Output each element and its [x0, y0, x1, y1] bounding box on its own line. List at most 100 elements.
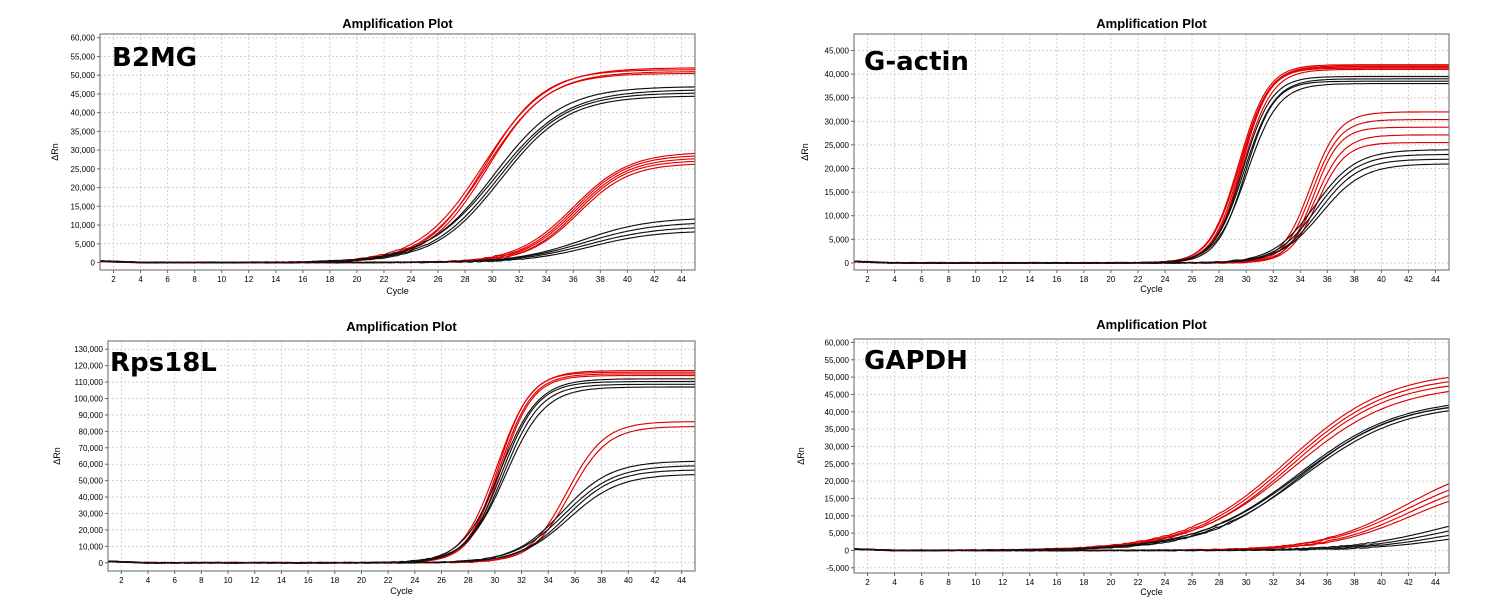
x-axis-label: Cycle — [1140, 284, 1163, 294]
x-tick-label: 10 — [971, 275, 980, 284]
gene-label: GAPDH — [864, 346, 968, 376]
amplification-curve — [853, 134, 1449, 264]
x-tick-label: 22 — [1134, 578, 1143, 587]
x-tick-label: 38 — [1350, 275, 1359, 284]
y-tick-label: 45,000 — [825, 390, 850, 399]
amplification-plot-gapdh: Amplification Plot -5,000 0 5,000 10,000 15,0… — [796, 317, 1450, 597]
x-tick-label: 6 — [165, 275, 170, 284]
y-tick-label: 60,000 — [71, 34, 96, 43]
x-tick-label: 24 — [407, 275, 416, 284]
x-tick-label: 44 — [1431, 578, 1440, 587]
x-tick-label: 20 — [1106, 275, 1115, 284]
x-tick-label: 32 — [515, 275, 524, 284]
amplification-curve — [100, 158, 696, 264]
x-tick-label: 20 — [352, 275, 361, 284]
amplification-curve — [99, 95, 695, 264]
amplification-curve — [107, 383, 695, 564]
x-tick-label: 14 — [1025, 275, 1034, 284]
x-tick-label: 24 — [410, 576, 419, 585]
amplification-curve — [108, 378, 695, 564]
y-tick-label: 50,000 — [71, 71, 96, 80]
x-tick-label: 42 — [1404, 578, 1413, 587]
x-tick-label: 26 — [1188, 578, 1197, 587]
x-tick-label: 2 — [111, 275, 116, 284]
y-tick-label: 90,000 — [79, 411, 104, 420]
y-tick-label: 0 — [91, 259, 96, 268]
y-tick-label: 50,000 — [825, 373, 850, 382]
chart-title: Amplification Plot — [1096, 317, 1207, 332]
y-tick-label: 45,000 — [825, 47, 850, 56]
x-axis: 2 4 6 8 10 12 14 16 18 20 22 24 26 28 30 32 34 36 38 40 42 44 — [119, 571, 687, 585]
x-tick-label: 20 — [357, 576, 366, 585]
x-tick-label: 36 — [569, 275, 578, 284]
y-tick-label: 40,000 — [825, 70, 850, 79]
x-tick-label: 16 — [1052, 578, 1061, 587]
x-tick-label: 24 — [1161, 578, 1170, 587]
chart-panel-b2mg: Amplification Plot 0 5,000 10,000 15,000 20,0… — [0, 0, 746, 300]
gene-label: Rps18L — [110, 348, 217, 378]
amplification-curve — [107, 373, 695, 564]
x-tick-label: 8 — [946, 578, 951, 587]
amplification-curve — [99, 89, 696, 264]
gene-label: B2MG — [112, 43, 197, 73]
x-tick-label: 34 — [1296, 578, 1305, 587]
amplification-plot-rps18l: Amplification Plot 0 10,000 20,000 30,000 40,… — [52, 319, 696, 596]
x-tick-label: 38 — [597, 576, 606, 585]
y-tick-label: 20,000 — [79, 526, 104, 535]
plot-frame — [99, 33, 696, 271]
x-tick-label: 4 — [892, 275, 897, 284]
y-tick-label: 30,000 — [825, 442, 850, 451]
x-tick-label: 4 — [892, 578, 897, 587]
x-tick-label: 28 — [461, 275, 470, 284]
x-tick-label: 30 — [488, 275, 497, 284]
y-tick-label: 35,000 — [825, 425, 850, 434]
x-tick-label: 36 — [1323, 275, 1332, 284]
y-tick-label: 20,000 — [71, 184, 96, 193]
amplification-curves — [853, 64, 1450, 264]
amplification-curve — [100, 155, 696, 264]
chart-panel-g-actin: Amplification Plot 0 5,000 10,000 15,000 20,0… — [746, 0, 1492, 300]
amplification-plot-b2mg: Amplification Plot 0 5,000 10,000 15,000 20,0… — [50, 16, 696, 296]
x-tick-label: 6 — [172, 576, 177, 585]
y-tick-label: 5,000 — [75, 240, 96, 249]
x-tick-label: 22 — [384, 576, 393, 585]
y-tick-label: 60,000 — [825, 338, 850, 347]
x-tick-label: 12 — [250, 576, 259, 585]
y-tick-label: 10,000 — [71, 221, 96, 230]
x-tick-label: 28 — [1215, 578, 1224, 587]
y-tick-label: 5,000 — [829, 235, 850, 244]
x-tick-label: 38 — [596, 275, 605, 284]
x-tick-label: 26 — [434, 275, 443, 284]
y-axis: -5,000 0 5,000 10,000 15,000 20,000 25,000 30,0… — [825, 338, 854, 573]
x-tick-label: 32 — [517, 576, 526, 585]
y-tick-label: 25,000 — [825, 460, 850, 469]
x-tick-label: 44 — [677, 275, 686, 284]
x-tick-label: 40 — [1377, 578, 1386, 587]
x-tick-label: 40 — [1377, 275, 1386, 284]
y-tick-label: 35,000 — [825, 94, 850, 103]
y-tick-label: 20,000 — [825, 477, 850, 486]
x-tick-label: 40 — [624, 576, 633, 585]
y-tick-label: 10,000 — [79, 542, 104, 551]
amplification-curve — [853, 111, 1449, 264]
x-tick-label: 30 — [1242, 275, 1251, 284]
y-tick-label: 15,000 — [825, 188, 850, 197]
amplification-curve — [99, 218, 696, 264]
x-tick-label: 14 — [277, 576, 286, 585]
x-tick-label: 20 — [1106, 578, 1115, 587]
amplification-curve — [99, 231, 696, 264]
y-tick-label: 25,000 — [825, 141, 850, 150]
amplification-curves — [99, 67, 696, 264]
x-axis: 2 4 6 8 10 12 14 16 18 20 22 24 26 28 30 32 34 36 38 40 42 44 — [111, 270, 686, 284]
gene-label: G-actin — [864, 47, 969, 77]
x-tick-label: 22 — [380, 275, 389, 284]
x-tick-label: 2 — [865, 578, 870, 587]
y-tick-label: 30,000 — [71, 146, 96, 155]
amplification-curve — [100, 71, 695, 264]
amplification-curve — [107, 380, 695, 564]
x-tick-label: 14 — [1025, 578, 1034, 587]
x-tick-label: 8 — [946, 275, 951, 284]
x-tick-label: 2 — [119, 576, 124, 585]
y-tick-label: 55,000 — [825, 356, 850, 365]
chart-title: Amplification Plot — [1096, 16, 1207, 31]
